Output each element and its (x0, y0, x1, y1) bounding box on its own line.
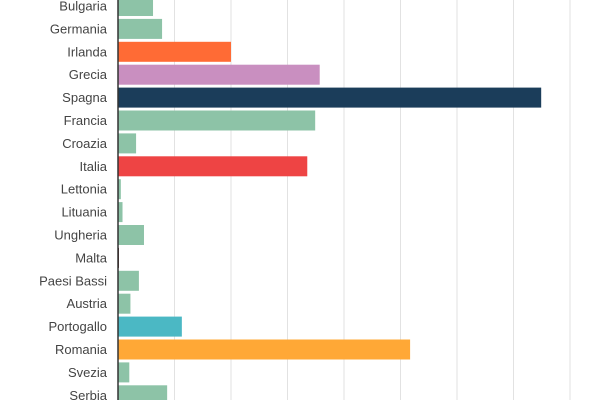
category-label: Portogallo (48, 319, 107, 334)
bar-germania (118, 18, 163, 39)
bar-italia (118, 156, 308, 177)
category-label: Lituania (61, 205, 107, 220)
category-label: Grecia (69, 67, 108, 82)
bar-spagna (118, 87, 542, 108)
bar-croazia (118, 133, 137, 154)
category-label: Italia (80, 159, 108, 174)
category-label: Francia (64, 113, 108, 128)
bar-lituania (118, 202, 123, 223)
bar-irlanda (118, 41, 231, 62)
bar-portogallo (118, 316, 182, 337)
bar-svezia (118, 362, 130, 383)
category-label: Austria (67, 296, 108, 311)
category-label: Bulgaria (59, 0, 107, 14)
bar-ungheria (118, 225, 144, 245)
category-label: Lettonia (61, 182, 108, 197)
category-label: Spagna (62, 90, 108, 105)
bar-paesi-bassi (118, 270, 139, 291)
category-label: Svezia (68, 365, 108, 380)
category-label: Ungheria (54, 228, 108, 243)
bar-grecia (118, 64, 320, 85)
bar-romania (118, 339, 411, 360)
category-label: Romania (55, 342, 108, 357)
category-label: Serbia (69, 388, 107, 400)
bar-bulgaria (118, 0, 154, 16)
category-label: Irlanda (67, 44, 108, 59)
category-label: Germania (50, 21, 108, 36)
category-label: Malta (75, 250, 108, 265)
category-label: Paesi Bassi (39, 273, 107, 288)
bar-lettonia (118, 179, 121, 200)
bar-serbia (118, 385, 168, 400)
category-label: Croazia (62, 136, 108, 151)
bar-francia (118, 110, 316, 131)
bar-austria (118, 293, 131, 314)
